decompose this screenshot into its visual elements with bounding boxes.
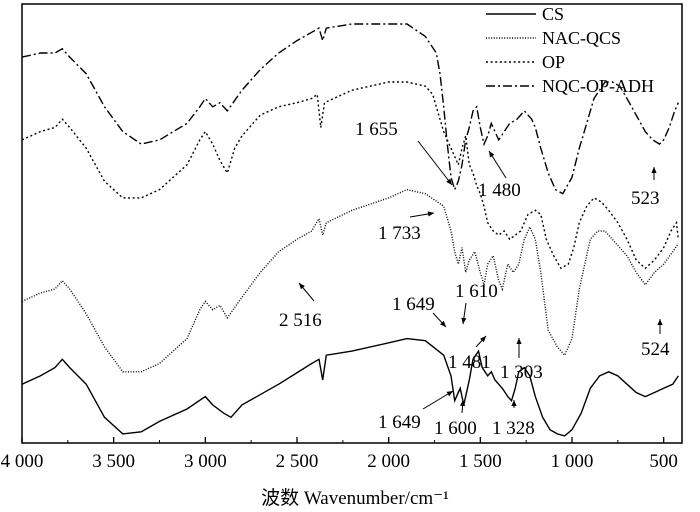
peak-label: 1 655 [355, 119, 398, 140]
peak-arrowhead [461, 317, 467, 324]
peak-arrowhead [446, 391, 453, 397]
legend-label-nqc-op-adh: NQC-OP-ADH [542, 76, 654, 96]
peak-arrowhead [657, 319, 663, 325]
peak-label: 1 610 [455, 281, 498, 302]
x-tick-label: 4 000 [1, 451, 44, 472]
peak-label: 1 303 [500, 362, 543, 383]
peak-arrowhead [516, 338, 522, 344]
peak-label: 1 649 [392, 294, 435, 315]
peak-label: 1 600 [434, 418, 477, 439]
peak-label: 524 [641, 339, 670, 360]
peak-arrow [417, 140, 453, 186]
peak-label: 1 328 [492, 418, 535, 439]
annotation-layer: 1 655 1 480 523 1 733 2 516 1 649 1 610 524 1 48… [279, 119, 670, 439]
legend-label-nac-qcs: NAC-QCS [542, 28, 621, 48]
peak-arrowhead [511, 400, 517, 406]
x-tick-label: 2 000 [367, 451, 410, 472]
peak-label: 1 480 [478, 180, 521, 201]
x-tick-label: 500 [649, 451, 678, 472]
peak-label: 1 649 [378, 412, 421, 433]
peak-arrowhead [440, 320, 446, 327]
plot-area [21, 23, 679, 437]
series-line-cs [21, 337, 679, 437]
x-tick-label: 3 500 [92, 451, 135, 472]
peak-arrowhead [446, 178, 452, 185]
peak-label: 1 733 [378, 223, 421, 244]
plot-frame [21, 3, 683, 444]
peak-label: 2 516 [279, 310, 322, 331]
series-line-nac-qcs [21, 188, 679, 373]
peak-arrowhead [480, 336, 486, 343]
x-tick-label: 2 500 [276, 451, 319, 472]
peak-arrowhead [489, 151, 495, 158]
peak-label: 523 [631, 188, 660, 209]
peak-arrowhead [651, 167, 657, 173]
series-line-op [21, 81, 679, 270]
legend: CS NAC-QCS OP NQC-OP-ADH [486, 4, 654, 96]
peak-arrowhead [299, 283, 305, 290]
legend-label-op: OP [542, 52, 565, 72]
x-tick-label: 3 000 [184, 451, 227, 472]
axes: 4 000 3 500 3 000 2 500 2 000 1 500 1 000 500 [1, 3, 683, 472]
legend-label-cs: CS [542, 4, 564, 24]
peak-arrowhead [427, 211, 434, 217]
series-line-nqc-op-adh [21, 23, 679, 195]
peak-arrowhead [459, 400, 466, 407]
x-tick-label: 1 500 [459, 451, 502, 472]
peak-label: 1 481 [448, 352, 491, 373]
x-tick-label: 1 000 [551, 451, 594, 472]
x-axis-title: 波数 Wavenumber/cm⁻¹ [261, 487, 449, 509]
